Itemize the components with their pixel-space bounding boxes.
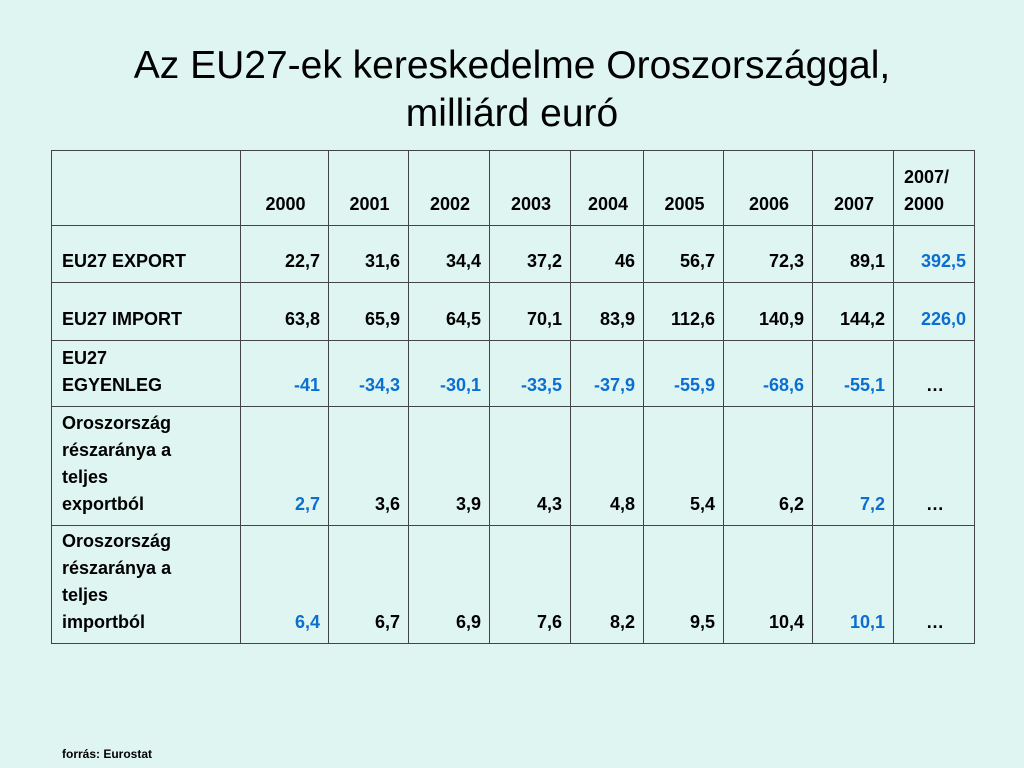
table-cell: -34,3 bbox=[328, 340, 409, 407]
table-cell: 72,3 bbox=[723, 225, 813, 283]
column-header: 2007/2000 bbox=[893, 150, 975, 226]
table-cell: -55,1 bbox=[812, 340, 894, 407]
table-cell: … bbox=[893, 340, 975, 407]
table-row: EU27 EGYENLEG -41 -34,3 -30,1 -33,5 -37,9 -55,9… bbox=[51, 340, 975, 407]
table-cell: 392,5 bbox=[893, 225, 975, 283]
row-label: EU27 IMPORT bbox=[51, 282, 241, 341]
table-cell: 3,6 bbox=[328, 406, 409, 526]
table-cell: 112,6 bbox=[643, 282, 724, 341]
column-header: 2007 bbox=[812, 150, 894, 226]
table-cell: -33,5 bbox=[489, 340, 571, 407]
table-cell: 34,4 bbox=[408, 225, 490, 283]
table-cell: … bbox=[893, 406, 975, 526]
column-header: 2001 bbox=[328, 150, 409, 226]
table-cell: 22,7 bbox=[240, 225, 329, 283]
table-row: EU27 EXPORT 22,7 31,6 34,4 37,2 46 56,7 72,3 89,… bbox=[51, 225, 975, 283]
table-cell: 10,1 bbox=[812, 525, 894, 644]
table-row: Oroszország részaránya a teljes importból 6,… bbox=[51, 525, 975, 644]
header-corner-cell bbox=[51, 150, 241, 226]
title-line-1: Az EU27-ek kereskedelme Oroszországgal, bbox=[133, 44, 891, 87]
column-header: 2003 bbox=[489, 150, 571, 226]
table-cell: 144,2 bbox=[812, 282, 894, 341]
table-cell: 89,1 bbox=[812, 225, 894, 283]
column-header: 2000 bbox=[240, 150, 329, 226]
table-cell: 140,9 bbox=[723, 282, 813, 341]
table-cell: 6,2 bbox=[723, 406, 813, 526]
row-label: Oroszország részaránya a teljes importból bbox=[51, 525, 241, 644]
table-cell: -55,9 bbox=[643, 340, 724, 407]
table-cell: 5,4 bbox=[643, 406, 724, 526]
table-cell: 7,6 bbox=[489, 525, 571, 644]
row-label: EU27 EGYENLEG bbox=[51, 340, 241, 407]
table-cell: -37,9 bbox=[570, 340, 644, 407]
row-label: Oroszország részaránya a teljes exportból bbox=[51, 406, 241, 526]
table-cell: 6,9 bbox=[408, 525, 490, 644]
table-cell: 65,9 bbox=[328, 282, 409, 341]
table-cell: 37,2 bbox=[489, 225, 571, 283]
trade-table: 2000 2001 2002 2003 2004 2005 2006 2007 2007/200… bbox=[51, 150, 975, 644]
table-cell: 7,2 bbox=[812, 406, 894, 526]
slide-title: Az EU27-ek kereskedelme Oroszországgal, … bbox=[0, 42, 1024, 138]
column-header: 2005 bbox=[643, 150, 724, 226]
table-cell: 56,7 bbox=[643, 225, 724, 283]
table-cell: 64,5 bbox=[408, 282, 490, 341]
table-cell: 6,4 bbox=[240, 525, 329, 644]
row-label: EU27 EXPORT bbox=[51, 225, 241, 283]
table-cell: -30,1 bbox=[408, 340, 490, 407]
table-cell: 83,9 bbox=[570, 282, 644, 341]
table-cell: -41 bbox=[240, 340, 329, 407]
table-row: EU27 IMPORT 63,8 65,9 64,5 70,1 83,9 112,6 140,… bbox=[51, 282, 975, 341]
table-header-row: 2000 2001 2002 2003 2004 2005 2006 2007 2007/200… bbox=[51, 150, 975, 226]
column-header: 2002 bbox=[408, 150, 490, 226]
table-cell: 9,5 bbox=[643, 525, 724, 644]
table-cell: 226,0 bbox=[893, 282, 975, 341]
table-cell: 46 bbox=[570, 225, 644, 283]
table-cell: 4,8 bbox=[570, 406, 644, 526]
table-cell: 8,2 bbox=[570, 525, 644, 644]
table-cell: … bbox=[893, 525, 975, 644]
table-cell: 4,3 bbox=[489, 406, 571, 526]
table-cell: 2,7 bbox=[240, 406, 329, 526]
title-line-2: milliárd euró bbox=[405, 92, 619, 135]
column-header: 2006 bbox=[723, 150, 813, 226]
source-note: forrás: Eurostat bbox=[62, 747, 153, 761]
table-cell: 3,9 bbox=[408, 406, 490, 526]
table-row: Oroszország részaránya a teljes exportból 2,… bbox=[51, 406, 975, 526]
column-header: 2004 bbox=[570, 150, 644, 226]
table-cell: 70,1 bbox=[489, 282, 571, 341]
table-cell: 10,4 bbox=[723, 525, 813, 644]
table-cell: 31,6 bbox=[328, 225, 409, 283]
table-cell: 63,8 bbox=[240, 282, 329, 341]
table-cell: -68,6 bbox=[723, 340, 813, 407]
table-cell: 6,7 bbox=[328, 525, 409, 644]
